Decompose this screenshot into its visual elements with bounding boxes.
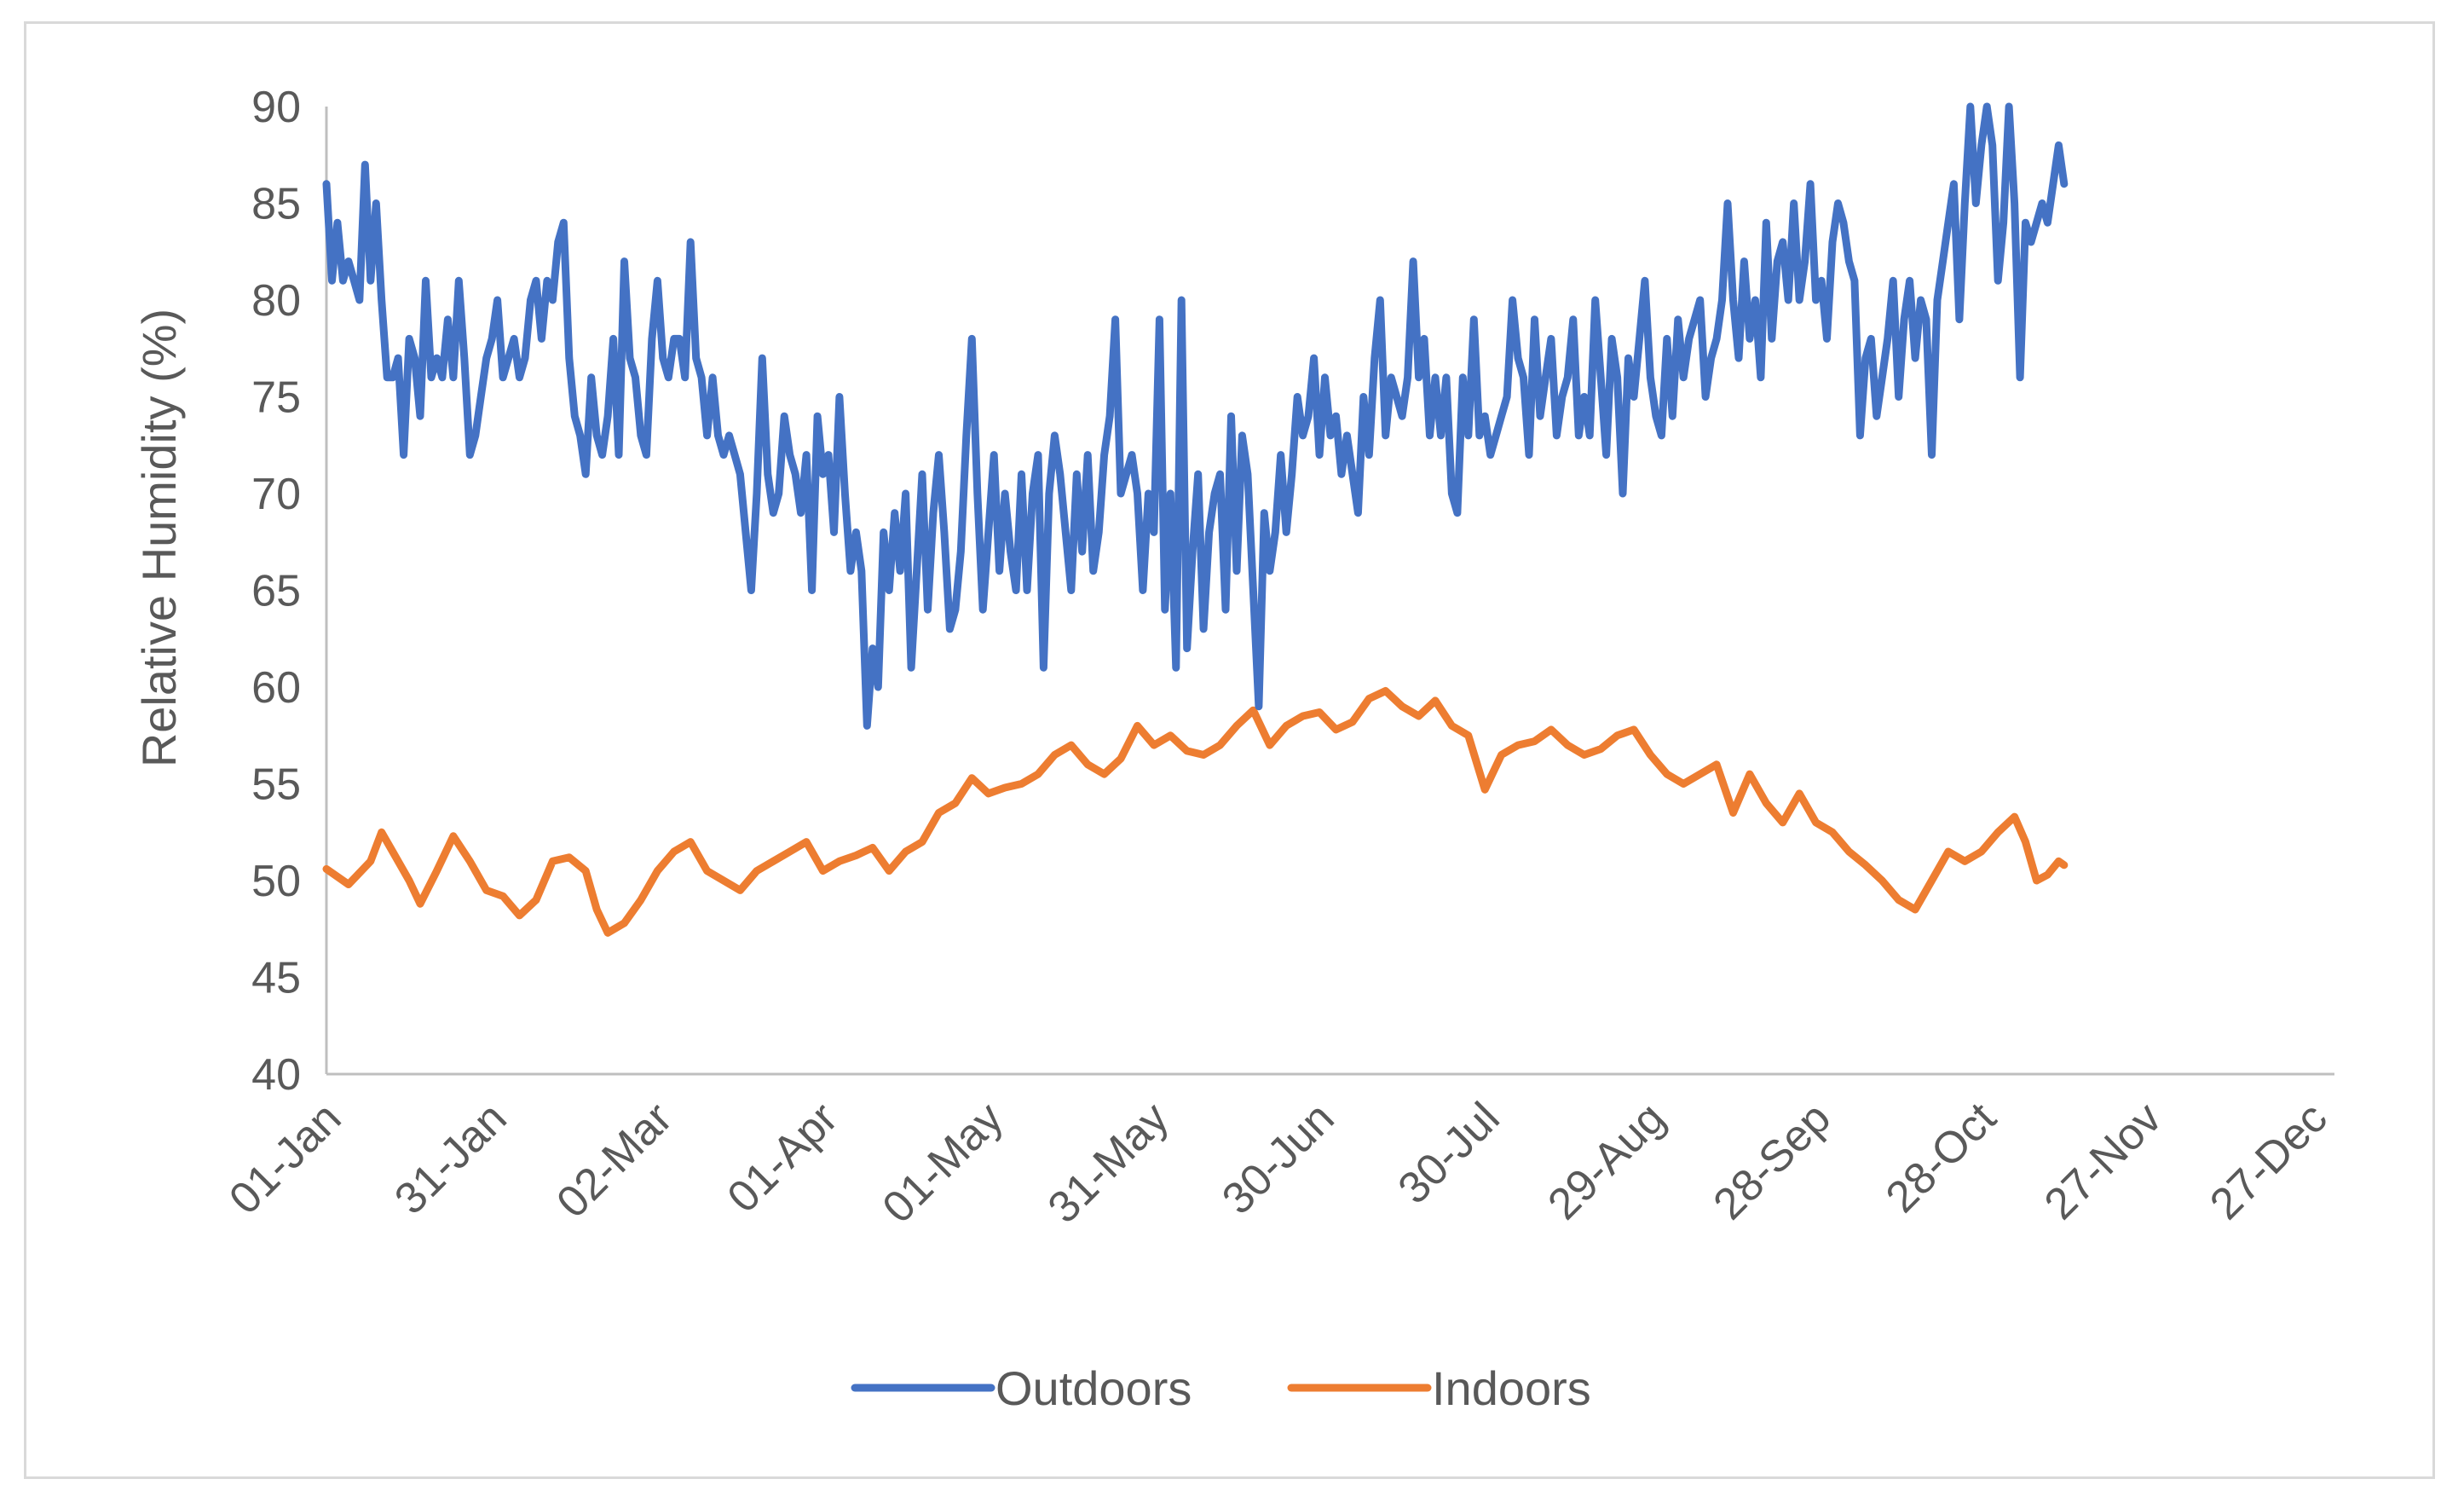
y-tick-label: 85 [251,180,301,229]
x-tick-label: 01-Apr [718,1093,847,1222]
series-line-indoors [322,687,2069,937]
chart-frame: 40 45 50 55 60 65 70 75 80 85 90 01-Jan 31-Jan 02-Ma… [24,21,2435,1479]
y-tick-label: 60 [251,663,301,713]
series-line-outdoors [322,102,2069,730]
y-tick-label: 75 [251,373,301,423]
y-tick-label: 65 [251,567,301,616]
x-tick-label: 27-Nov [2035,1093,2172,1229]
x-tick-label: 30-Jul [1389,1093,1509,1213]
x-tick-label: 31-Jan [385,1093,516,1223]
x-tick-label: 30-Jun [1213,1093,1343,1223]
chart-legend: Outdoors Indoors [851,1361,1591,1415]
y-tick-label: 50 [251,857,301,906]
x-tick-label: 28-Sep [1704,1093,1840,1229]
y-tick-label: 45 [251,954,301,1003]
x-tick-labels: 01-Jan 31-Jan 02-Mar 01-Apr 01-May 31-May 30-J… [220,1093,2337,1233]
x-tick-label: 02-Mar [547,1093,681,1227]
y-tick-labels: 40 45 50 55 60 65 70 75 80 85 90 [251,83,301,1100]
x-tick-label: 31-May [1039,1093,1179,1233]
y-tick-label: 55 [251,760,301,810]
y-tick-label: 70 [251,470,301,519]
x-tick-label: 01-Jan [220,1093,350,1223]
x-tick-label: 01-May [874,1093,1013,1233]
legend-label-outdoors: Outdoors [995,1361,1192,1415]
x-tick-label: 27-Dec [2201,1093,2337,1229]
y-tick-label: 80 [251,276,301,326]
y-axis-title: Relative Humidity (%) [132,309,186,767]
y-tick-label: 90 [251,83,301,132]
legend-label-indoors: Indoors [1432,1361,1591,1415]
chart-axes [325,107,2334,1076]
y-tick-label: 40 [251,1050,301,1100]
x-tick-label: 28-Oct [1877,1093,2006,1222]
humidity-line-chart: 40 45 50 55 60 65 70 75 80 85 90 01-Jan 31-Jan 02-Ma… [132,83,2337,1415]
chart-series [322,102,2069,937]
x-tick-label: 29-Aug [1538,1093,1675,1229]
